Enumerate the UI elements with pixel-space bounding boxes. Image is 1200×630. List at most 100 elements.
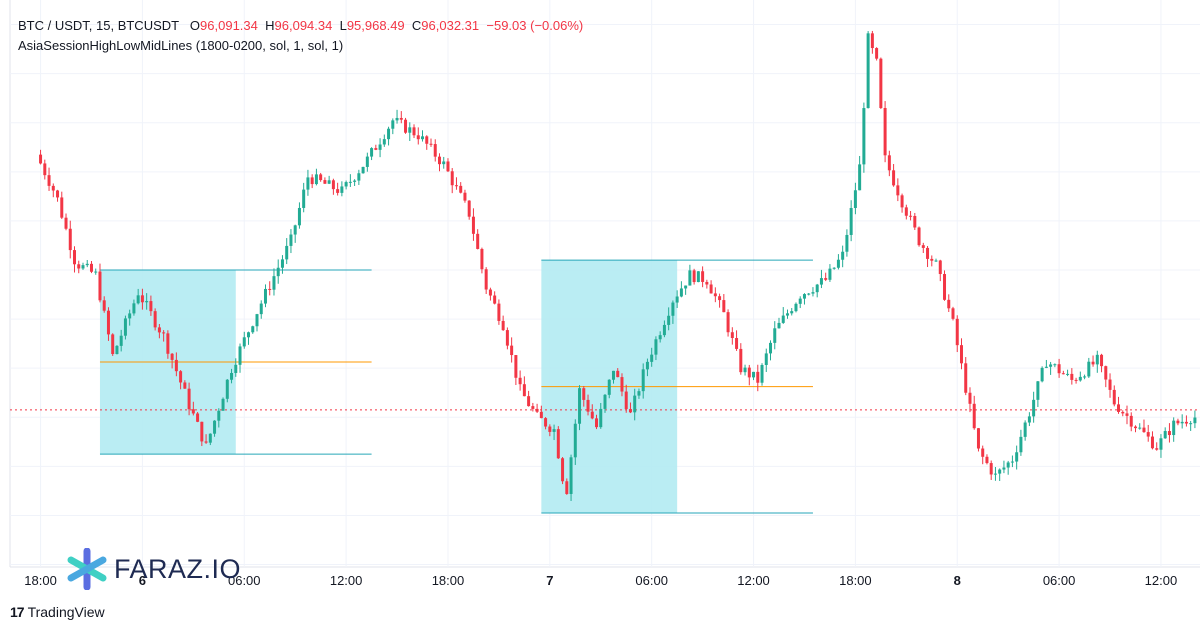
candle-up [370,148,374,157]
candle-down [51,185,55,191]
candle-down [527,396,531,407]
indicator-label[interactable]: AsiaSessionHighLowMidLines (1800-0200, s… [18,38,344,53]
close-value: 96,032.31 [421,18,480,33]
candle-up [752,371,756,378]
candle-up [569,457,573,494]
candle-up [849,208,853,235]
candle-up [637,391,641,396]
candle-down [1112,389,1116,405]
candle-down [43,163,47,176]
tradingview-brand[interactable]: 17 TradingView [10,604,105,620]
candle-up [263,288,267,304]
chart-legend: BTC / USDT, 15, BTCUSDT O96,091.34 H96,0… [18,16,583,56]
candle-down [463,192,467,201]
candle-down [900,195,904,208]
candle-up [858,164,862,191]
candle-up [1040,367,1044,382]
candle-down [951,308,955,319]
candle-up [1138,427,1142,429]
candle-down [459,185,463,193]
candle-up [845,234,849,252]
candle-down [174,359,178,372]
candle-up [1019,436,1023,453]
candle-up [696,271,700,283]
candle-up [344,182,348,187]
candle-down [909,215,913,217]
time-tick-label: 7 [546,573,553,588]
candle-down [620,377,624,392]
symbol-label[interactable]: BTC / USDT, 15, BTCUSDT [18,18,180,33]
candle-down [582,388,586,400]
time-tick-label: 18:00 [24,573,57,588]
candle-up [675,296,679,303]
candle-up [302,189,306,208]
candle-down [1125,413,1129,416]
candle-down [111,334,115,355]
candle-down [404,119,408,133]
candle-down [556,429,560,459]
candle-down [64,217,68,229]
candle-down [1129,415,1133,427]
candle-down [1057,364,1061,374]
candle-down [590,411,594,419]
candle-down [505,330,509,346]
candle-down [510,345,514,356]
candle-up [773,328,777,343]
candle-down [488,289,492,296]
candle-up [1163,431,1167,439]
candle-down [1155,448,1159,450]
candle-up [785,313,789,316]
candle-down [1142,427,1146,433]
candle-up [293,225,297,235]
candle-down [985,456,989,464]
candle-down [433,144,437,157]
candle-down [518,377,522,385]
candle-up [832,267,836,269]
candle-down [1146,432,1150,437]
candle-up [353,180,357,182]
ohlc-row: BTC / USDT, 15, BTCUSDT O96,091.34 H96,0… [18,16,583,36]
candle-down [1167,431,1171,436]
candle-down [943,274,947,300]
candle-up [862,108,866,165]
candle-up [1180,421,1184,424]
candle-down [1070,373,1074,380]
candle-up [552,429,556,432]
time-tick-label: 6 [139,573,146,588]
tradingview-label: TradingView [27,604,105,620]
candle-down [561,458,565,482]
candle-up [662,324,666,336]
candle-down [1104,366,1108,380]
candle-up [573,423,577,458]
candle-down [713,293,717,297]
candle-down [1061,373,1065,375]
candle-up [81,265,85,269]
candle-down [166,333,170,354]
candle-up [667,315,671,325]
candle-up [1006,462,1010,468]
candle-up [442,161,446,165]
candle-down [323,180,327,184]
candle-down [824,278,828,280]
candle-up [395,117,399,121]
candle-down [747,367,751,378]
candle-down [425,136,429,144]
candle-down [756,371,760,383]
candle-down [544,418,548,427]
candle-down [454,185,458,187]
candle-up [136,295,140,304]
candle-down [879,58,883,109]
high-value: 96,094.34 [274,18,333,33]
candle-down [913,215,917,228]
candle-down [1176,420,1180,424]
candle-down [336,189,340,193]
candle-down [56,190,60,198]
close-label: C [411,18,422,33]
candle-down [191,409,195,414]
candle-down [981,448,985,457]
candle-up [1172,420,1176,436]
candle-down [947,299,951,309]
candle-down [870,33,874,49]
candle-up [993,473,997,475]
